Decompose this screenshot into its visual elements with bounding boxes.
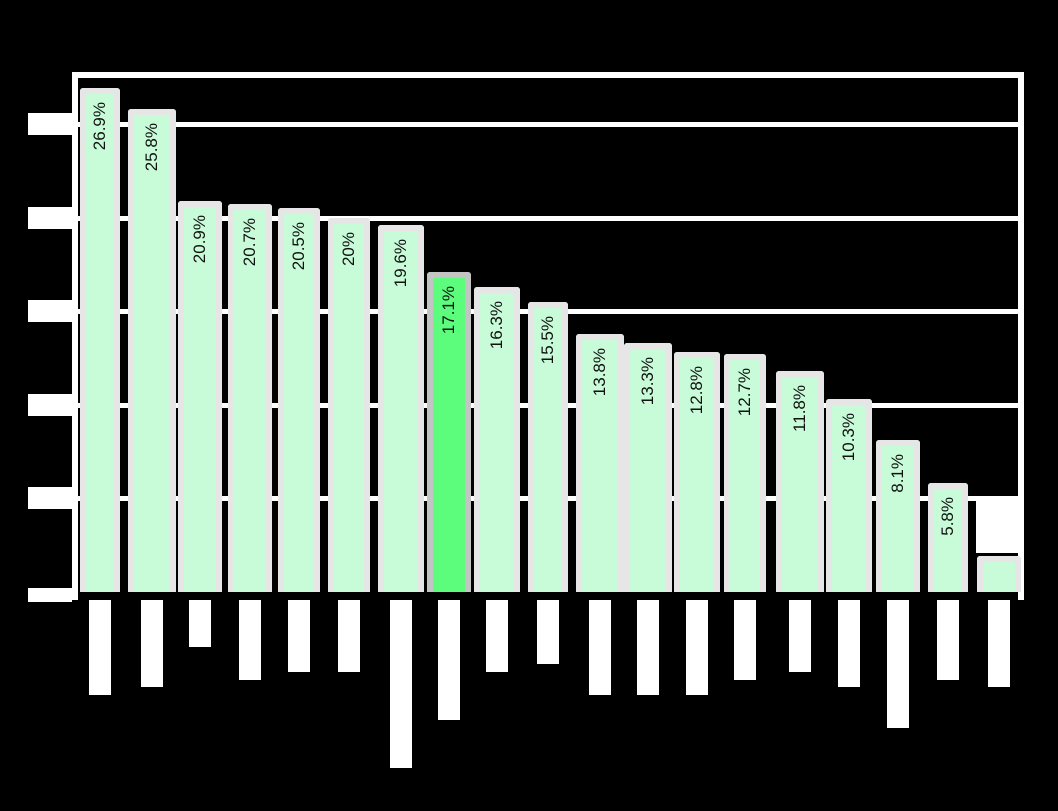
bar-value-label: 19.6% <box>391 239 410 288</box>
bar-value-label: 17.1% <box>439 285 458 335</box>
bar-value-label: 16.3% <box>487 300 506 350</box>
x-category-label <box>338 600 360 672</box>
gridline <box>72 216 1024 221</box>
x-category-label <box>486 600 508 672</box>
y-tick-label <box>28 207 72 229</box>
bar-value-label: 25.8% <box>142 123 161 172</box>
bar-value-label: 26.9% <box>90 102 109 151</box>
x-category-label <box>189 600 211 647</box>
bar-value-label: 12.7% <box>735 368 754 417</box>
bar: 20% <box>328 217 370 592</box>
x-category-label <box>239 600 261 680</box>
gridline <box>72 122 1024 127</box>
x-category-label <box>141 600 163 687</box>
bar: 15.5% <box>528 301 568 592</box>
plot-frame <box>72 72 1024 600</box>
x-category-label <box>589 600 611 695</box>
bar-value-label: 20% <box>339 231 358 266</box>
x-category-label <box>937 600 959 680</box>
bar-value-label: 5.8% <box>938 497 957 537</box>
x-category-label <box>988 600 1010 687</box>
x-category-label <box>838 600 860 687</box>
x-category-label <box>390 600 412 768</box>
bar: 20.5% <box>278 208 320 592</box>
bar-value-label: 20.5% <box>289 222 308 271</box>
bar-value-label: 11.8% <box>790 385 809 433</box>
bar-value-label: 20.7% <box>240 218 259 267</box>
x-category-label <box>438 600 460 720</box>
x-category-label <box>288 600 310 672</box>
bar-value-label: 13.3% <box>638 357 657 406</box>
bar <box>977 556 1021 592</box>
bar: 5.8% <box>928 483 968 592</box>
bar-value-label: 13.8% <box>590 347 609 396</box>
bar: 12.7% <box>724 354 766 592</box>
bar-value-label: 15.5% <box>538 315 557 365</box>
bar: 8.1% <box>876 440 920 592</box>
bar: 19.6% <box>378 225 424 592</box>
bar: 25.8% <box>128 109 176 592</box>
bar-value-label: 20.9% <box>190 214 209 263</box>
bar: 11.8% <box>776 371 824 592</box>
bar: 16.3% <box>474 286 520 592</box>
y-tick-label <box>28 113 72 135</box>
occluded-label-block <box>976 497 1020 553</box>
x-category-label <box>734 600 756 680</box>
x-category-label <box>89 600 111 695</box>
bar: 13.3% <box>624 343 672 592</box>
x-category-label <box>887 600 909 728</box>
x-category-label <box>686 600 708 695</box>
bar-value-label: 8.1% <box>888 454 907 494</box>
bar: 20.9% <box>178 200 222 592</box>
y-tick-label <box>28 394 72 416</box>
bar: 13.8% <box>576 333 624 592</box>
y-tick-label <box>28 300 72 322</box>
bar-value-label: 10.3% <box>839 413 858 462</box>
x-category-label <box>637 600 659 695</box>
y-tick-label <box>28 588 72 602</box>
y-tick-label <box>28 487 72 509</box>
bar: 10.3% <box>826 399 872 592</box>
x-category-label <box>537 600 559 664</box>
x-category-label <box>789 600 811 672</box>
bar: 12.8% <box>674 352 720 592</box>
bar-highlighted: 17.1% <box>427 271 471 592</box>
bar: 26.9% <box>80 88 120 592</box>
bar: 20.7% <box>228 204 272 592</box>
bar-value-label: 12.8% <box>687 366 706 415</box>
